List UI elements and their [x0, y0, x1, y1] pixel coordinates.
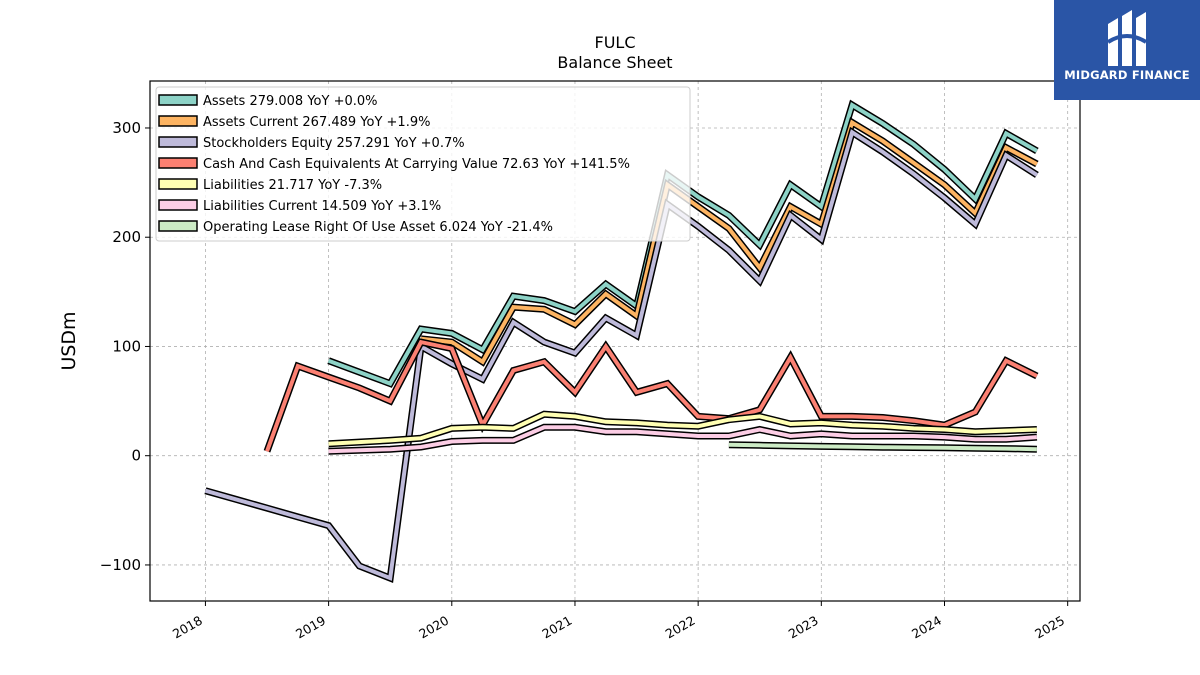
legend-swatch-cash-and-cash-equivalents-at-carrying-value [158, 157, 198, 169]
legend-label-assets-current: Assets Current 267.489 YoY +1.9% [203, 115, 430, 130]
x-tick-label: 2024 [909, 613, 944, 642]
y-axis-label: USDm [58, 311, 80, 370]
legend: Assets 279.008 YoY +0.0% Assets Current 2… [155, 86, 691, 242]
x-tick-label: 2020 [416, 613, 451, 642]
y-tick-label: 100 [112, 337, 141, 355]
legend-swatch-operating-lease-right-of-use-asset [158, 220, 198, 232]
legend-label-cash-and-cash-equivalents-at-carrying-value: Cash And Cash Equivalents At Carrying Va… [203, 157, 630, 172]
series-line-operating-lease-right-of-use-asset [728, 442, 1037, 452]
x-tick-label: 2023 [786, 613, 821, 642]
series-lines [204, 99, 1039, 583]
brand-name: MIDGARD FINANCE [1064, 68, 1190, 82]
legend-swatch-assets [158, 94, 198, 106]
y-tick-label: −100 [100, 556, 141, 574]
legend-swatch-liabilities-current [158, 199, 198, 211]
x-tick-label: 2021 [539, 613, 574, 642]
series-line-liabilities-current [328, 425, 1038, 454]
series-line-cash-and-cash-equivalents-at-carrying-value [265, 339, 1038, 452]
chart-title: FULC [595, 33, 636, 52]
x-tick-label: 2019 [293, 613, 328, 642]
x-tick-label: 2025 [1032, 613, 1067, 642]
midgard-finance-logo: MIDGARD FINANCE [1054, 0, 1200, 100]
legend-label-liabilities-current: Liabilities Current 14.509 YoY +3.1% [203, 199, 441, 214]
y-tick-label: 300 [112, 119, 141, 137]
legend-label-assets: Assets 279.008 YoY +0.0% [203, 94, 378, 109]
legend-label-stockholders-equity: Stockholders Equity 257.291 YoY +0.7% [203, 136, 465, 151]
y-tick-label: 200 [112, 228, 141, 246]
series-line-liabilities [328, 412, 1037, 446]
legend-box [155, 86, 691, 242]
legend-label-operating-lease-right-of-use-asset: Operating Lease Right Of Use Asset 6.024… [203, 220, 553, 235]
legend-swatch-liabilities [158, 178, 198, 190]
series-line-assets-current [420, 119, 1038, 365]
legend-swatch-stockholders-equity [158, 136, 198, 148]
y-tick-label: 0 [131, 447, 141, 465]
x-tick-label: 2018 [170, 613, 205, 642]
legend-swatch-assets-current [158, 115, 198, 127]
x-tick-label: 2022 [663, 613, 698, 642]
chart-subtitle: Balance Sheet [557, 53, 672, 72]
series-line-stockholders-equity [204, 129, 1038, 581]
series-line-assets [327, 101, 1038, 387]
plot-frame [149, 80, 1081, 602]
legend-label-liabilities: Liabilities 21.717 YoY -7.3% [203, 178, 382, 193]
midgard-logo-icon [1106, 10, 1148, 66]
